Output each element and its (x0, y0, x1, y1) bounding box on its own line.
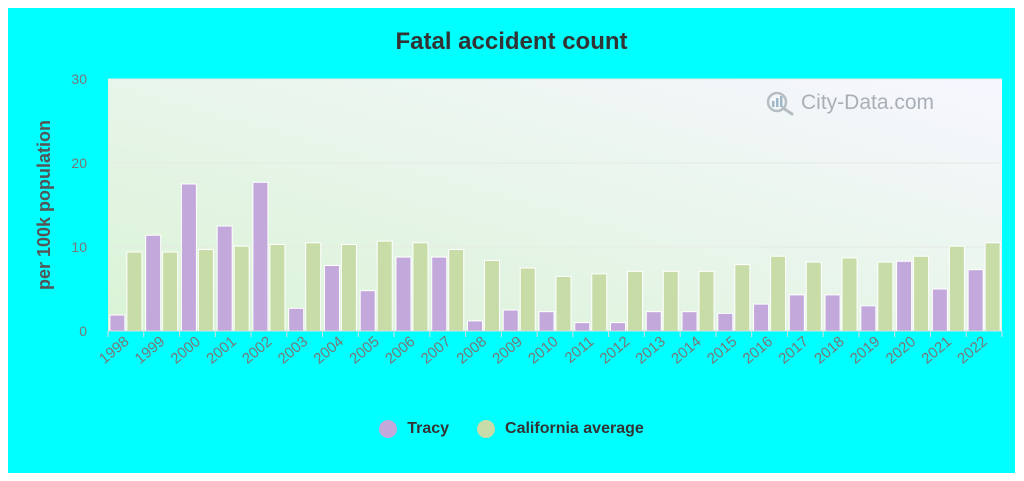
bar-series-2-2017[interactable] (805, 261, 822, 332)
x-tick-label: 2000 (167, 333, 203, 367)
magnifier-chart-icon (766, 91, 794, 116)
bar-series-2-2022[interactable] (984, 242, 1001, 332)
y-tick-label: 0 (79, 323, 87, 339)
bar-series-1-2007[interactable] (431, 256, 448, 332)
x-tick-label: 2009 (489, 333, 525, 367)
x-tick-label: 2007 (418, 333, 454, 367)
bar-series-1-2022[interactable] (967, 269, 984, 332)
bar-series-1-2006[interactable] (395, 256, 412, 332)
y-tick-label: 10 (71, 239, 87, 255)
x-tick-label: 2018 (811, 333, 847, 367)
bar-series-2-2000[interactable] (197, 249, 214, 332)
x-tick-label: 2006 (382, 333, 418, 367)
bar-series-1-2010[interactable] (538, 311, 555, 332)
watermark: City-Data.com (765, 90, 934, 116)
x-tick-label: 2020 (883, 333, 919, 367)
legend-item-series-1[interactable]: Tracy (379, 420, 449, 438)
bar-series-2-1998[interactable] (126, 251, 143, 332)
bar-series-2-2010[interactable] (555, 275, 572, 332)
x-tick-label: 2015 (704, 333, 740, 367)
bar-series-2-1999[interactable] (162, 251, 179, 332)
x-tick-label: 2013 (632, 333, 668, 367)
bar-series-1-2020[interactable] (896, 260, 913, 332)
bar-series-2-2007[interactable] (448, 249, 465, 332)
bar-series-1-2017[interactable] (788, 294, 805, 332)
bar-series-1-2000[interactable] (180, 183, 197, 332)
bar-series-2-2009[interactable] (519, 267, 536, 332)
x-tick-label: 2016 (740, 333, 776, 367)
x-tick-label: 2012 (597, 333, 633, 367)
bar-series-1-2002[interactable] (252, 181, 269, 332)
bar-series-1-2001[interactable] (216, 225, 233, 332)
x-tick-label: 1999 (132, 333, 168, 367)
bar-series-1-2004[interactable] (323, 264, 340, 332)
bar-series-2-2019[interactable] (877, 261, 894, 332)
x-tick-label: 2019 (847, 333, 883, 367)
bar-series-2-2020[interactable] (913, 255, 930, 332)
legend-swatch-series-2 (477, 420, 496, 438)
watermark-text: City-Data.com (801, 91, 935, 114)
bar-series-2-2001[interactable] (233, 245, 250, 332)
bar-series-1-2015[interactable] (717, 312, 734, 332)
bar-series-1-1998[interactable] (109, 314, 126, 332)
x-tick-label: 2005 (346, 333, 382, 367)
bar-series-1-2013[interactable] (645, 311, 662, 332)
bar-series-2-2014[interactable] (698, 270, 715, 332)
bar-series-2-2012[interactable] (627, 270, 644, 332)
bar-series-1-2003[interactable] (288, 307, 305, 332)
bar-series-2-2003[interactable] (305, 242, 322, 332)
x-tick-label: 1998 (96, 333, 132, 367)
x-tick-label: 2003 (275, 333, 311, 367)
legend-swatch-series-1 (379, 420, 398, 438)
bar-series-1-2008[interactable] (466, 320, 483, 332)
bar-series-1-2021[interactable] (931, 288, 948, 332)
bar-series-1-2009[interactable] (502, 309, 519, 332)
bar-series-2-2013[interactable] (662, 270, 679, 332)
bar-series-1-2012[interactable] (610, 322, 627, 332)
legend-label-series-2: California average (505, 420, 644, 437)
bar-series-2-2018[interactable] (841, 257, 858, 332)
bar-series-2-2021[interactable] (948, 245, 965, 332)
bar-series-2-2005[interactable] (376, 240, 393, 332)
y-axis-label: per 100k population (34, 120, 54, 290)
bar-series-2-2015[interactable] (734, 264, 751, 332)
bar-series-2-2008[interactable] (483, 259, 500, 332)
bar-series-1-2014[interactable] (681, 311, 698, 332)
x-tick-label: 2011 (562, 333, 598, 367)
bar-series-1-2011[interactable] (574, 322, 591, 332)
chart-title: Fatal accident count (395, 28, 628, 55)
x-tick-label: 2008 (454, 333, 490, 367)
x-tick-label: 2014 (668, 333, 704, 367)
bar-series-2-2004[interactable] (340, 243, 357, 332)
legend-item-series-2[interactable]: California average (477, 420, 644, 438)
bar-series-2-2002[interactable] (269, 243, 286, 332)
legend-label-series-1: Tracy (407, 420, 450, 437)
bar-series-2-2011[interactable] (591, 273, 608, 332)
y-tick-label: 20 (71, 155, 87, 171)
x-tick-label: 2001 (203, 333, 239, 367)
bar-series-1-1999[interactable] (145, 234, 162, 332)
x-tick-label: 2002 (239, 333, 275, 367)
bar-series-1-2016[interactable] (753, 303, 770, 332)
x-tick-label: 2004 (311, 333, 347, 367)
bars (109, 181, 1001, 332)
chart-frame: Fatal accident count 0 10 20 30 1998 1999 2000… (8, 8, 1015, 473)
x-tick-label: 2021 (918, 333, 954, 367)
y-tick-label: 30 (71, 71, 87, 87)
legend: Tracy California average (8, 420, 1015, 438)
bar-series-1-2018[interactable] (824, 294, 841, 332)
bar-series-1-2005[interactable] (359, 290, 376, 332)
x-tick-label: 2022 (954, 333, 990, 367)
x-tick-label: 2010 (525, 333, 561, 367)
x-tick-label: 2017 (775, 333, 811, 367)
bar-series-1-2019[interactable] (860, 305, 877, 332)
bar-series-2-2006[interactable] (412, 242, 429, 332)
bar-series-2-2016[interactable] (770, 255, 787, 332)
